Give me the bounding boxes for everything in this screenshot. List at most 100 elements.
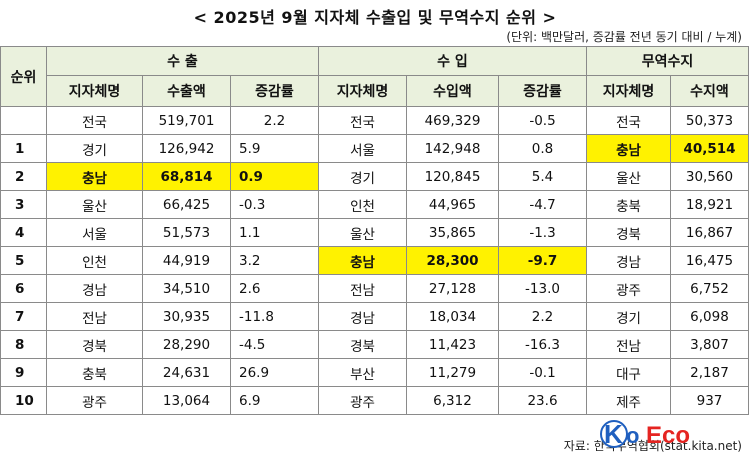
cell-bal-val: 30,560	[670, 162, 749, 191]
cell-im-chg: -0.5	[498, 106, 587, 135]
cell-bal-name: 광주	[586, 274, 671, 303]
cell-ex-chg: 2.6	[230, 274, 319, 303]
cell-ex-name: 경남	[46, 274, 143, 303]
cell-im-name: 경남	[318, 302, 407, 331]
cell-rank: 9	[0, 358, 47, 387]
cell-ex-chg: 2.2	[230, 106, 319, 135]
cell-rank: 5	[0, 246, 47, 275]
table-row: 3 울산 66,425 -0.3 인천 44,965 -4.7 충북 18,921	[0, 190, 749, 219]
cell-bal-val: 16,867	[670, 218, 749, 247]
page-title: < 2025년 9월 지자체 수출입 및 무역수지 순위 >	[193, 8, 557, 27]
cell-im-chg: 2.2	[498, 302, 587, 331]
cell-bal-name: 대구	[586, 358, 671, 387]
cell-im-chg: -13.0	[498, 274, 587, 303]
table-row: 6 경남 34,510 2.6 전남 27,128 -13.0 광주 6,752	[0, 274, 749, 303]
cell-bal-val: 18,921	[670, 190, 749, 219]
table-row: 7 전남 30,935 -11.8 경남 18,034 2.2 경기 6,098	[0, 302, 749, 331]
export-group-header: 수 출	[46, 46, 319, 76]
balance-region-header: 지자체명	[586, 75, 671, 107]
cell-bal-name: 전국	[586, 106, 671, 135]
cell-rank: 6	[0, 274, 47, 303]
cell-im-chg: 0.8	[498, 134, 587, 163]
cell-im-val: 28,300	[406, 246, 499, 275]
svg-text:o: o	[626, 423, 639, 448]
cell-bal-name: 전남	[586, 330, 671, 359]
table-row: 9 충북 24,631 26.9 부산 11,279 -0.1 대구 2,187	[0, 358, 749, 387]
cell-ex-val: 24,631	[142, 358, 231, 387]
cell-im-chg: -0.1	[498, 358, 587, 387]
table-row: 1 경기 126,942 5.9 서울 142,948 0.8 충남 40,514	[0, 134, 749, 163]
cell-bal-val: 40,514	[670, 134, 749, 163]
cell-im-name: 충남	[318, 246, 407, 275]
cell-rank: 8	[0, 330, 47, 359]
table-row: 8 경북 28,290 -4.5 경북 11,423 -16.3 전남 3,807	[0, 330, 749, 359]
rank-header: 순위	[0, 46, 47, 107]
cell-im-name: 인천	[318, 190, 407, 219]
cell-ex-val: 44,919	[142, 246, 231, 275]
cell-ex-chg: -4.5	[230, 330, 319, 359]
cell-bal-name: 경남	[586, 246, 671, 275]
export-amount-header: 수출액	[142, 75, 231, 107]
cell-ex-val: 51,573	[142, 218, 231, 247]
cell-im-chg: -16.3	[498, 330, 587, 359]
balance-amount-header: 수지액	[670, 75, 749, 107]
unit-note: (단위: 백만달러, 증감률 전년 동기 대비 / 누계)	[506, 30, 742, 44]
cell-bal-name: 경북	[586, 218, 671, 247]
cell-ex-chg: 1.1	[230, 218, 319, 247]
cell-im-val: 18,034	[406, 302, 499, 331]
import-group-header: 수 입	[318, 46, 587, 76]
import-change-header: 증감률	[498, 75, 587, 107]
table-row: 10 광주 13,064 6.9 광주 6,312 23.6 제주 937	[0, 386, 749, 415]
cell-bal-val: 937	[670, 386, 749, 415]
cell-im-name: 부산	[318, 358, 407, 387]
cell-ex-chg: -0.3	[230, 190, 319, 219]
cell-im-val: 35,865	[406, 218, 499, 247]
table-row: 4 서울 51,573 1.1 울산 35,865 -1.3 경북 16,867	[0, 218, 749, 247]
cell-im-name: 울산	[318, 218, 407, 247]
cell-ex-name: 충남	[46, 162, 143, 191]
cell-im-val: 44,965	[406, 190, 499, 219]
cell-rank: 2	[0, 162, 47, 191]
cell-ex-name: 전국	[46, 106, 143, 135]
cell-im-chg: -9.7	[498, 246, 587, 275]
cell-rank	[0, 106, 47, 135]
cell-im-chg: 23.6	[498, 386, 587, 415]
trade-ranking-table: 순위 수 출 수 입 무역수지 지자체명 수출액 증감률 지자체명 수입액 증감…	[0, 46, 749, 415]
import-amount-header: 수입액	[406, 75, 499, 107]
cell-bal-val: 50,373	[670, 106, 749, 135]
cell-ex-chg: 6.9	[230, 386, 319, 415]
cell-bal-val: 6,098	[670, 302, 749, 331]
cell-rank: 10	[0, 386, 47, 415]
export-region-header: 지자체명	[46, 75, 143, 107]
table-row: 2 충남 68,814 0.9 경기 120,845 5.4 울산 30,560	[0, 162, 749, 191]
cell-ex-name: 경기	[46, 134, 143, 163]
cell-ex-name: 울산	[46, 190, 143, 219]
cell-ex-val: 30,935	[142, 302, 231, 331]
cell-im-val: 11,279	[406, 358, 499, 387]
import-region-header: 지자체명	[318, 75, 407, 107]
cell-rank: 1	[0, 134, 47, 163]
cell-ex-chg: 26.9	[230, 358, 319, 387]
cell-im-val: 6,312	[406, 386, 499, 415]
cell-im-val: 27,128	[406, 274, 499, 303]
cell-ex-val: 13,064	[142, 386, 231, 415]
cell-im-val: 120,845	[406, 162, 499, 191]
cell-ex-val: 126,942	[142, 134, 231, 163]
cell-im-chg: 5.4	[498, 162, 587, 191]
cell-ex-val: 34,510	[142, 274, 231, 303]
cell-ex-name: 충북	[46, 358, 143, 387]
koeco-logo: K o Eco	[600, 419, 690, 449]
cell-rank: 3	[0, 190, 47, 219]
cell-ex-name: 경북	[46, 330, 143, 359]
cell-ex-name: 광주	[46, 386, 143, 415]
cell-bal-val: 6,752	[670, 274, 749, 303]
svg-text:K: K	[604, 419, 623, 449]
cell-im-val: 11,423	[406, 330, 499, 359]
svg-text:Eco: Eco	[646, 422, 690, 449]
export-change-header: 증감률	[230, 75, 319, 107]
cell-bal-val: 3,807	[670, 330, 749, 359]
cell-bal-name: 경기	[586, 302, 671, 331]
table-row: 전국 519,701 2.2 전국 469,329 -0.5 전국 50,373	[0, 106, 749, 135]
cell-im-name: 경기	[318, 162, 407, 191]
cell-im-name: 서울	[318, 134, 407, 163]
